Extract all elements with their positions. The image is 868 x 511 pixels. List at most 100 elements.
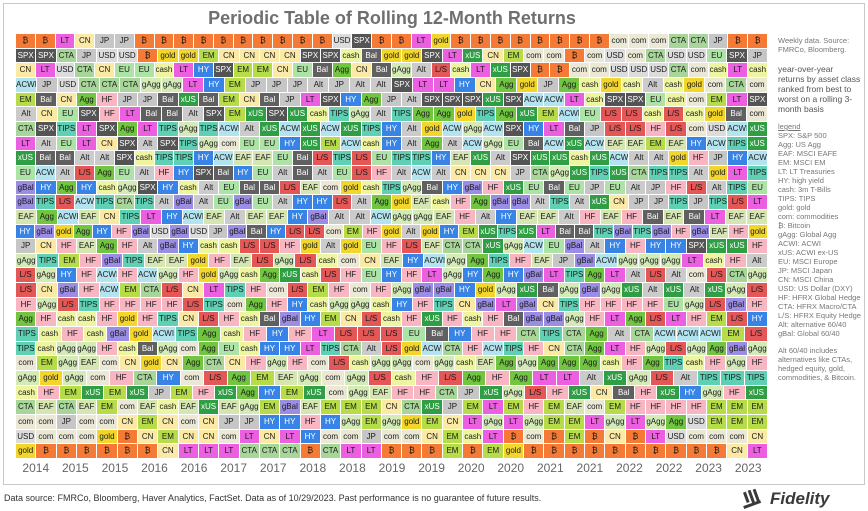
table-cell: gBal [158, 239, 178, 253]
legend-entry: ACWI: ACWI [778, 239, 821, 248]
table-cell: USD [150, 224, 170, 239]
table-cell: TIPS [721, 371, 744, 385]
table-cell: ACWI [463, 136, 483, 151]
table-cell: L/S [625, 121, 646, 136]
table-cell: HF [625, 400, 646, 415]
table-cell: EM [58, 253, 80, 268]
table-cell: USD [332, 34, 352, 48]
table-cell: EAF [381, 253, 402, 268]
table-cell: EM [233, 63, 253, 77]
table-cell: TIPS [16, 327, 38, 341]
table-cell: com [688, 63, 708, 77]
table-cell: com [325, 385, 347, 400]
table-cell: L/S [16, 268, 36, 283]
table-cell: gold [129, 327, 152, 341]
table-cell: ₿ [510, 34, 530, 48]
table-cell: ₿ [253, 34, 273, 48]
table-cell: HY [402, 253, 424, 268]
table-cell: ₿ [233, 34, 253, 48]
table-cell: Alt [16, 107, 36, 121]
table-cell: cash [239, 312, 259, 327]
table-cell: gBal [564, 239, 585, 253]
periodic-table-grid: ₿ ₿ LT CN JP JP ₿ ₿ ₿ ₿ ₿ ₿ ₿ ₿ ₿ ₿ USD SPX ₿ ₿ LT gold ₿ ₿ ₿ ₿ ₿ ₿… [16, 34, 768, 459]
table-cell: HF [363, 224, 382, 239]
table-cell: CN [137, 429, 158, 444]
table-cell: L/S [357, 327, 380, 341]
legend-entry: JP: MSCI Japan [778, 266, 833, 275]
table-cell: Alt [629, 151, 649, 165]
table-cell: com [570, 63, 589, 77]
table-cell: xUS [245, 107, 266, 121]
table-cell: L/S [745, 327, 767, 341]
table-cell: CN [36, 239, 56, 253]
table-cell: LT [35, 63, 55, 77]
table-cell: ACWI [559, 107, 579, 121]
table-cell: cash [684, 356, 705, 371]
table-cell: USD [57, 77, 78, 92]
table-cell: SPX [158, 136, 178, 151]
table-cell: CTA [120, 77, 141, 92]
table-cell: JP [361, 429, 381, 444]
table-cell: JP [219, 415, 239, 429]
table-cell: xUS [463, 48, 483, 63]
table-cell: ₿ [503, 429, 524, 444]
table-cell: cash [684, 107, 705, 121]
table-cell: ₿ [605, 444, 625, 458]
legend-entry: HY: high yield [778, 176, 824, 185]
table-cell: Alt [224, 209, 245, 224]
table-cell: TIPS [174, 151, 194, 165]
table-cell: xUS [663, 283, 684, 297]
table-cell: Agg [585, 327, 608, 341]
table-cell: EM [459, 224, 478, 239]
table-cell: gAgg [639, 253, 660, 268]
table-cell: EM [707, 415, 727, 429]
table-cell: ₿ [213, 34, 233, 48]
table-cell: gBal [463, 180, 483, 195]
table-cell: L/S [439, 371, 462, 385]
table-cell: Alt [183, 107, 203, 121]
table-cell: Agg [76, 92, 97, 107]
table-cell: Alt [559, 209, 579, 224]
table-cell: gAgg [56, 341, 76, 356]
table-cell: HY [280, 341, 300, 356]
table-cell: CN [95, 63, 114, 77]
table-cell: CN [162, 356, 183, 371]
table-cell: Agg [56, 180, 76, 195]
table-cell: HF [625, 239, 646, 253]
table-cell: Agg [433, 107, 454, 121]
table-cell: L/S [55, 195, 75, 209]
table-cell: EU [114, 63, 134, 77]
table-cell: L/S [295, 253, 316, 268]
table-cell: ₿ [117, 429, 137, 444]
table-cell: com [76, 415, 97, 429]
table-cell: gAgg [178, 121, 198, 136]
table-cell: HY [320, 415, 341, 429]
table-cell: CN [224, 356, 245, 371]
table-cell: L/S [605, 121, 625, 136]
table-cell: Alt [707, 180, 727, 195]
table-cell: TIPS [381, 180, 402, 195]
table-cell: gAgg [686, 341, 706, 356]
table-cell: gAgg [347, 385, 369, 400]
table-cell: LT [564, 92, 585, 107]
table-cell: Alt [402, 136, 422, 151]
table-cell: L/S [686, 180, 706, 195]
table-cell: ACWI [699, 327, 722, 341]
table-cell: HY [381, 136, 402, 151]
table-cell: CTA [402, 400, 422, 415]
table-cell: Bal [259, 180, 280, 195]
table-cell: CN [747, 429, 767, 444]
table-cell: ₿ [402, 444, 422, 458]
table-cell: JP [708, 151, 728, 165]
table-cell: gAgg [63, 371, 86, 385]
table-cell: ₿ [372, 34, 391, 48]
x-tick-label: 2016 [141, 461, 168, 475]
table-cell: EU [403, 327, 426, 341]
table-cell: com [649, 34, 669, 48]
table-cell: gAgg [329, 297, 350, 312]
table-cell: L/S [666, 341, 686, 356]
table-cell: xUS [178, 92, 198, 107]
table-cell: HY [280, 415, 300, 429]
table-cell: EU [239, 136, 259, 151]
table-cell: ACWI [422, 341, 442, 356]
